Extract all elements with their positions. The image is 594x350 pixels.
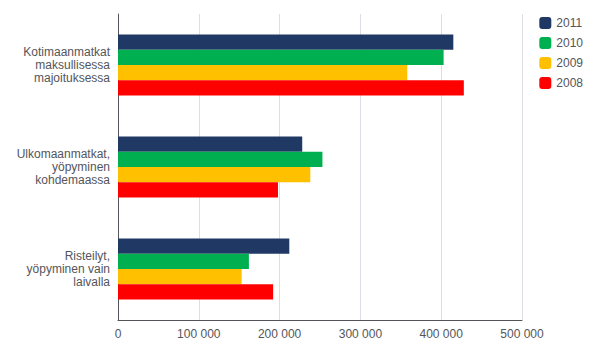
svg-text:kohdemaassa: kohdemaassa bbox=[35, 173, 110, 187]
svg-text:500 000: 500 000 bbox=[500, 327, 544, 341]
svg-text:400 000: 400 000 bbox=[420, 327, 464, 341]
svg-text:200 000: 200 000 bbox=[258, 327, 302, 341]
svg-text:2008: 2008 bbox=[556, 76, 583, 90]
svg-text:2009: 2009 bbox=[556, 56, 583, 70]
svg-text:0: 0 bbox=[115, 327, 122, 341]
svg-text:laivalla: laivalla bbox=[73, 275, 110, 289]
svg-text:100 000: 100 000 bbox=[177, 327, 221, 341]
svg-text:yöpyminen: yöpyminen bbox=[52, 160, 110, 174]
svg-text:2010: 2010 bbox=[556, 36, 583, 50]
svg-text:Ulkomaanmatkat,: Ulkomaanmatkat, bbox=[17, 147, 110, 161]
svg-text:300 000: 300 000 bbox=[339, 327, 383, 341]
svg-text:Risteilyt,: Risteilyt, bbox=[65, 249, 110, 263]
svg-text:majoituksessa: majoituksessa bbox=[34, 71, 110, 85]
svg-text:2011: 2011 bbox=[556, 16, 582, 30]
svg-text:Kotimaanmatkat: Kotimaanmatkat bbox=[23, 45, 110, 59]
svg-text:yöpyminen vain: yöpyminen vain bbox=[27, 262, 110, 276]
svg-text:maksullisessa: maksullisessa bbox=[35, 58, 110, 72]
